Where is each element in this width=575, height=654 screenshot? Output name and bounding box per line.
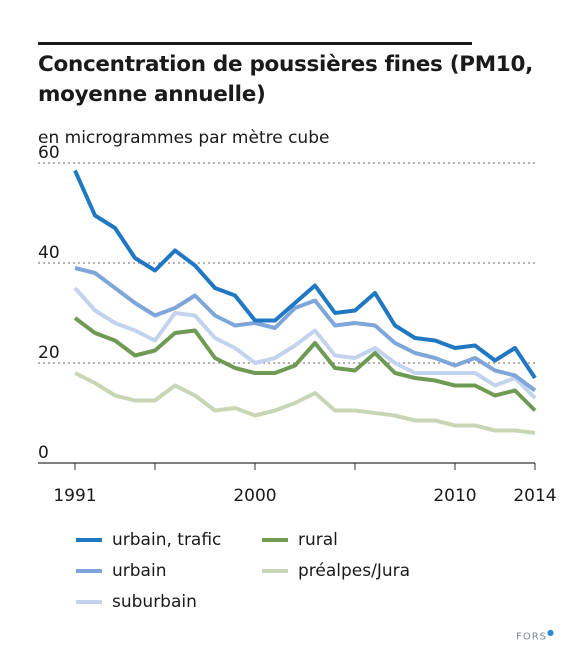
source-label: FORS● [516, 627, 555, 642]
series-line-3 [73, 316, 537, 412]
legend-label: urbain, trafic [112, 530, 222, 550]
legend-swatch [262, 538, 288, 542]
legend-item: urbain [76, 561, 166, 581]
legend-swatch [262, 569, 288, 573]
legend-swatch [76, 569, 102, 573]
y-tick-label: 40 [38, 243, 60, 263]
y-tick-label: 60 [38, 143, 60, 163]
legend-label: rural [298, 530, 338, 550]
legend-item: urbain, trafic [76, 530, 221, 550]
legend-swatch [76, 600, 102, 604]
series-line-4 [74, 371, 536, 435]
series-line-1 [74, 266, 537, 393]
legend-label: urbain [112, 561, 167, 581]
chart-subtitle: en microgrammes par mètre cube [38, 128, 330, 148]
y-tick-label: 0 [38, 443, 49, 463]
legend-item: suburbain [76, 592, 197, 612]
chart-title: Concentration de poussières fines (PM10,… [38, 52, 533, 107]
legend-item: rural [262, 530, 338, 550]
series-line-0 [73, 169, 537, 380]
y-tick-label: 20 [38, 343, 60, 363]
legend-label: préalpes/Jura [298, 561, 411, 581]
title-rule [38, 42, 472, 45]
x-tick-label: 2014 [513, 486, 556, 506]
x-tick-label: 1991 [53, 486, 96, 506]
legend-swatch [76, 538, 102, 542]
legend-label: suburbain [112, 592, 197, 612]
series-line-2 [73, 286, 537, 400]
legend-item: préalpes/Jura [262, 561, 410, 581]
x-tick-label: 2010 [433, 486, 476, 506]
x-tick-label: 2000 [233, 486, 276, 506]
